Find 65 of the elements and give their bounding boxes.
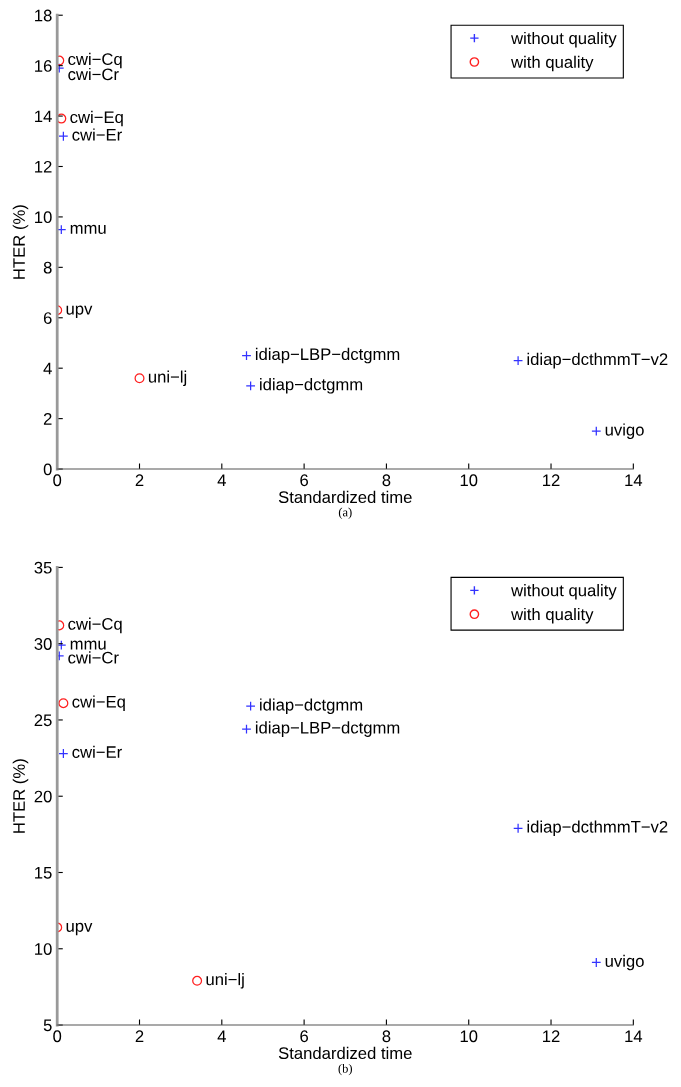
x-tick-label: 4 [217, 474, 226, 486]
text: (a) [338, 507, 352, 519]
y-axis-title: HTER (%) [12, 759, 29, 833]
y-tick-label: 8 [43, 261, 52, 274]
legend-label: with quality [511, 55, 594, 72]
x-tick-label: 2 [135, 1030, 144, 1042]
annotation: mmu [70, 224, 106, 234]
y-tick-label: 20 [34, 790, 52, 803]
annotation: cwi−Eq [72, 695, 125, 711]
annotation: cwi−Cr [68, 67, 119, 81]
y-tick-label: 4 [43, 362, 52, 375]
annotation: upv [66, 305, 93, 318]
annotation: upv [66, 922, 93, 936]
legend-label: with quality [511, 607, 594, 624]
legend-label: without quality [511, 584, 617, 600]
annotation: idiap−dcthmmT−v2 [527, 820, 668, 837]
annotation: idiap−LBP−dctgmm [255, 347, 400, 364]
x-axis-title: Standardized time [278, 1046, 412, 1060]
x-tick-label: 14 [625, 474, 643, 486]
y-tick-label: 5 [43, 1019, 52, 1032]
annotation: idiap−dctgmm [260, 698, 363, 714]
annotation: cwi−Cr [68, 651, 119, 664]
y-tick-label: 10 [35, 943, 52, 955]
y-tick-label: 12 [35, 160, 52, 173]
annotation: uni−lj [206, 973, 244, 989]
x-tick-label: 8 [382, 474, 391, 487]
x-tick-label: 0 [53, 1030, 62, 1043]
x-tick-label: 6 [300, 1030, 309, 1043]
text: (b) [338, 1063, 353, 1076]
y-axis-title: HTER (%) [12, 205, 29, 279]
y-tick-label: 25 [34, 714, 52, 727]
x-tick-label: 2 [135, 474, 144, 486]
x-tick-label: 10 [460, 474, 478, 487]
x-tick-label: 6 [300, 474, 309, 487]
y-tick-label: 2 [43, 413, 52, 425]
x-tick-label: 12 [543, 1030, 560, 1042]
annotation: mmu [70, 640, 106, 650]
y-tick-label: 15 [35, 867, 52, 879]
y-tick-label: 10 [35, 211, 52, 224]
y-tick-label: 35 [34, 561, 52, 574]
x-tick-label: 4 [217, 1030, 226, 1042]
y-tick-label: 14 [35, 110, 52, 123]
annotation: cwi−Er [72, 128, 122, 141]
annotation: cwi−Cq [68, 52, 122, 69]
annotation: cwi−Cq [68, 617, 122, 634]
annotation: cwi−Eq [70, 110, 123, 127]
y-tick-label: 16 [35, 60, 52, 72]
annotation: uvigo [605, 423, 644, 439]
x-tick-label: 8 [382, 1030, 391, 1043]
y-tick-label: 6 [43, 312, 52, 324]
annotation: uni−lj [148, 370, 187, 387]
y-tick-label: 18 [35, 9, 52, 22]
x-tick-label: 10 [460, 1030, 478, 1043]
annotation: cwi−Er [72, 745, 122, 758]
annotation: idiap−dctgmm [260, 378, 363, 394]
annotation: uvigo [605, 954, 644, 971]
x-tick-label: 14 [625, 1030, 643, 1042]
y-tick-label: 30 [34, 638, 52, 650]
y-tick-label: 0 [43, 463, 52, 476]
legend-label: without quality [511, 31, 617, 48]
x-tick-label: 12 [543, 474, 560, 486]
x-tick-label: 0 [53, 474, 62, 487]
annotation: idiap−dcthmmT−v2 [527, 352, 668, 369]
annotation: idiap−LBP−dctgmm [255, 721, 400, 737]
x-axis-title: Standardized time [278, 490, 412, 504]
